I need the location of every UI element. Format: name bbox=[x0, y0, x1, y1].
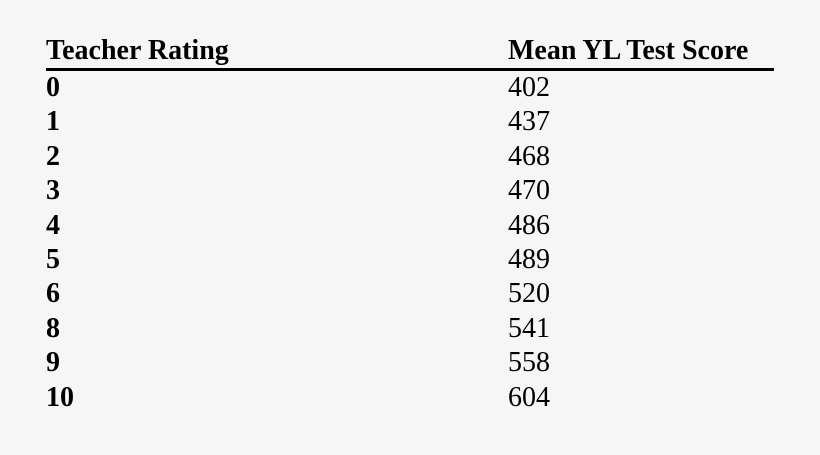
cell-teacher-rating: 6 bbox=[46, 278, 60, 310]
table-body: 0 402 1 437 2 468 3 470 4 486 5 489 6 520 8 541 9 558 10 60… bbox=[46, 71, 774, 415]
cell-mean-yl-test-score: 486 bbox=[508, 209, 550, 241]
table-row: 4 486 bbox=[46, 209, 774, 243]
table-row: 2 468 bbox=[46, 140, 774, 174]
table-row: 9 558 bbox=[46, 346, 774, 380]
cell-teacher-rating: 9 bbox=[46, 347, 60, 379]
table-row: 5 489 bbox=[46, 243, 774, 277]
data-table: Teacher Rating Mean YL Test Score 0 402 1 4… bbox=[46, 34, 774, 415]
cell-mean-yl-test-score: 468 bbox=[508, 140, 550, 172]
table-row: 1 437 bbox=[46, 105, 774, 139]
cell-teacher-rating: 8 bbox=[46, 312, 60, 344]
cell-mean-yl-test-score: 402 bbox=[508, 72, 550, 103]
cell-teacher-rating: 0 bbox=[46, 72, 60, 103]
cell-mean-yl-test-score: 470 bbox=[508, 175, 550, 207]
cell-teacher-rating: 1 bbox=[46, 106, 60, 138]
cell-mean-yl-test-score: 604 bbox=[508, 381, 550, 413]
cell-mean-yl-test-score: 489 bbox=[508, 243, 550, 275]
cell-mean-yl-test-score: 558 bbox=[508, 347, 550, 379]
cell-teacher-rating: 10 bbox=[46, 381, 74, 413]
cell-teacher-rating: 3 bbox=[46, 175, 60, 207]
cell-mean-yl-test-score: 541 bbox=[508, 312, 550, 344]
table-header-row: Teacher Rating Mean YL Test Score bbox=[46, 34, 774, 71]
table-row: 6 520 bbox=[46, 277, 774, 311]
cell-teacher-rating: 5 bbox=[46, 243, 60, 275]
cell-teacher-rating: 4 bbox=[46, 209, 60, 241]
header-teacher-rating: Teacher Rating bbox=[46, 35, 229, 66]
table-row: 10 604 bbox=[46, 381, 774, 415]
cell-mean-yl-test-score: 437 bbox=[508, 106, 550, 138]
header-mean-yl-test-score: Mean YL Test Score bbox=[508, 35, 749, 66]
cell-mean-yl-test-score: 520 bbox=[508, 278, 550, 310]
table-row: 8 541 bbox=[46, 312, 774, 346]
table-row: 0 402 bbox=[46, 71, 774, 105]
cell-teacher-rating: 2 bbox=[46, 140, 60, 172]
table-row: 3 470 bbox=[46, 174, 774, 208]
